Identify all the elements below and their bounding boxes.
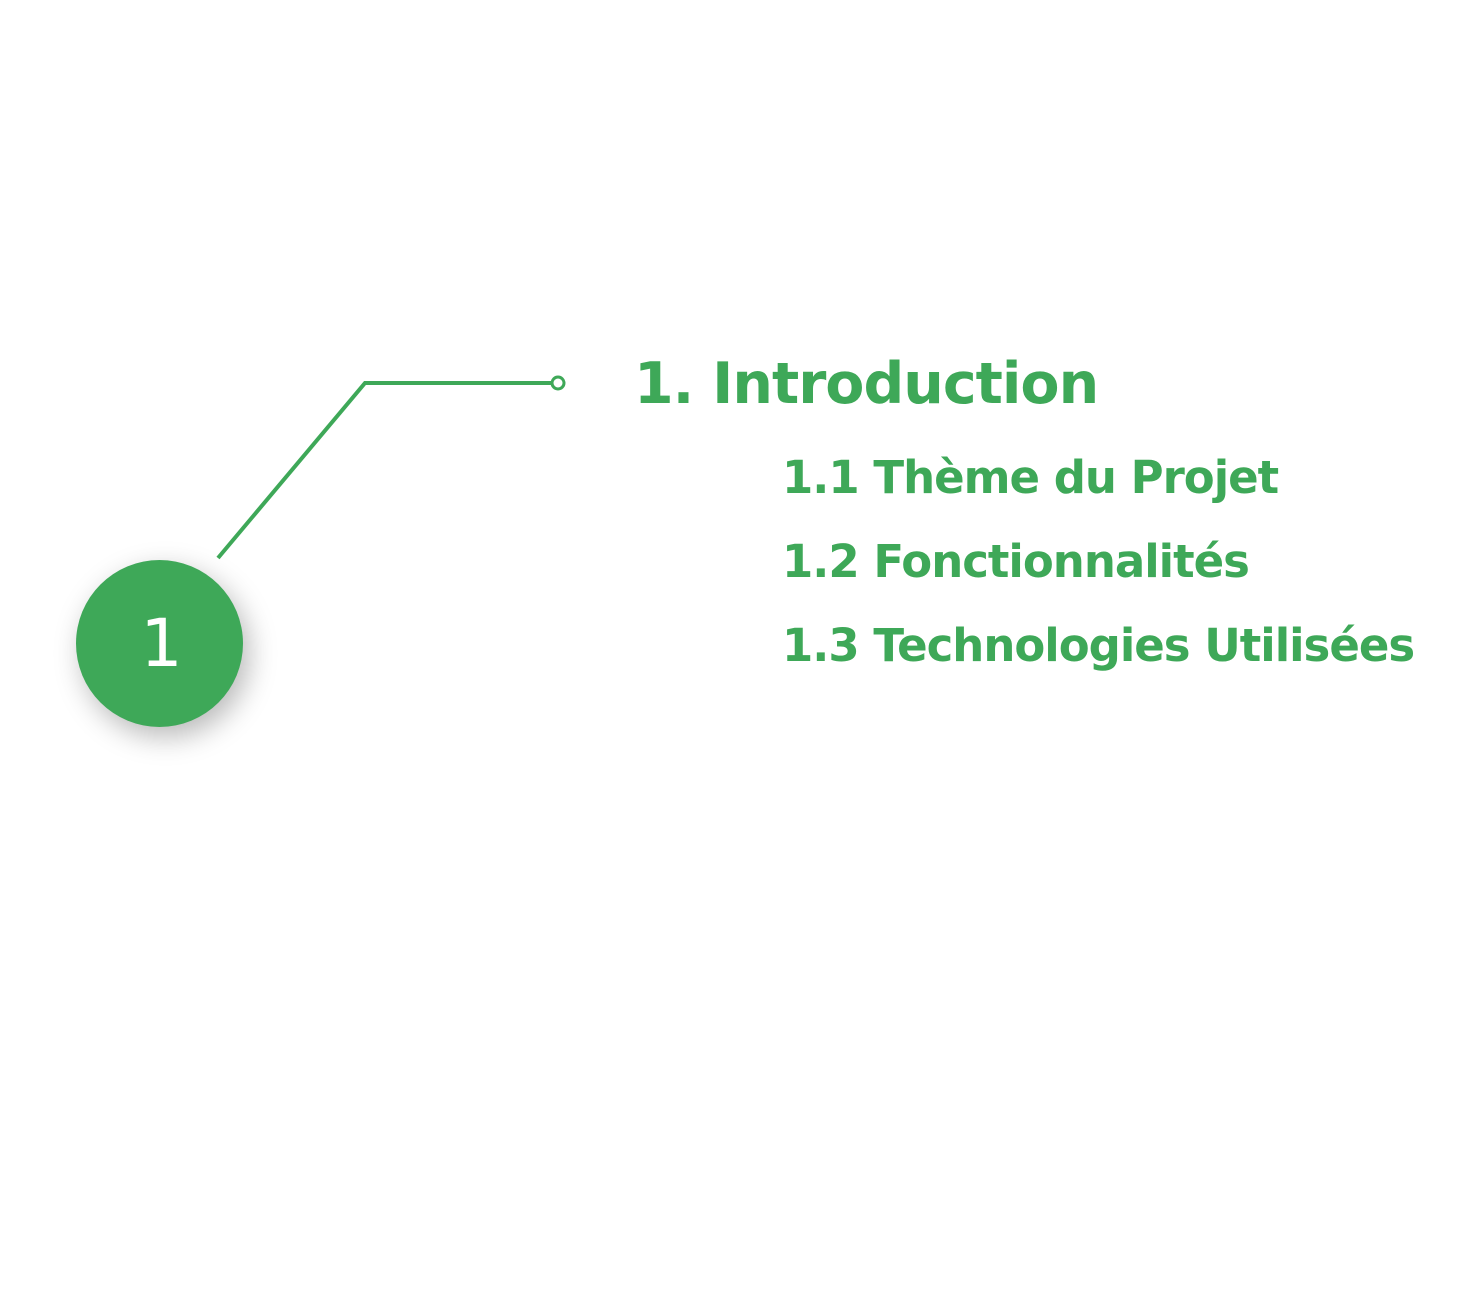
section-number: 1: [140, 604, 183, 682]
subsection-list: 1.1 Thème du Projet 1.2 Fonctionnalités …: [782, 444, 1415, 696]
subsection-item: 1.3 Technologies Utilisées: [782, 619, 1415, 672]
connector-endpoint: [550, 375, 566, 391]
connector-path: [216, 381, 552, 560]
section-title: 1. Introduction: [634, 351, 1099, 417]
subsection-item: 1.1 Thème du Projet: [782, 451, 1279, 504]
section-number-badge: 1: [76, 560, 243, 727]
subsection-item: 1.2 Fonctionnalités: [782, 535, 1250, 588]
